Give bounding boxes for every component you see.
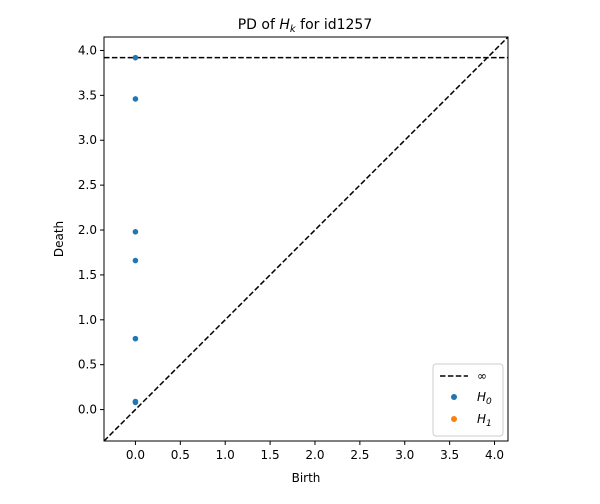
legend-infinity-label: ∞	[477, 369, 487, 383]
x-tick-label: 0.0	[126, 448, 145, 462]
x-tick-label: 2.5	[350, 448, 369, 462]
point-h0-3	[132, 257, 139, 264]
point-h0-5	[132, 96, 139, 102]
legend-h1-subscript: 1	[486, 419, 492, 429]
legend-h0-swatch	[451, 394, 457, 400]
y-tick-label: 1.5	[78, 268, 97, 282]
legend-h0-label: H0	[477, 390, 492, 407]
legend-h1-label: H1	[477, 412, 492, 429]
y-tick-label: 4.0	[78, 43, 97, 57]
x-tick-label: 1.5	[261, 448, 280, 462]
legend: ∞ H0 H1	[432, 363, 504, 437]
title-prefix: PD of	[238, 17, 280, 33]
y-axis-ticks: 0.0 0.5 1.0 1.5 2.0 2.5 3.0 3.5 4.0	[78, 43, 104, 417]
x-tick-label: 2.0	[305, 448, 324, 462]
x-tick-label: 4.0	[485, 448, 504, 462]
y-axis-label: Death	[52, 221, 66, 257]
point-h0-6	[132, 54, 139, 61]
chart-title: PD of Hk for id1257	[238, 17, 373, 35]
plot-area	[104, 37, 508, 441]
title-subscript: k	[290, 24, 297, 35]
point-h0-4	[132, 229, 139, 235]
x-axis-label: Birth	[292, 471, 321, 485]
y-tick-label: 3.5	[78, 88, 97, 102]
point-h0-2	[132, 335, 139, 342]
y-tick-label: 1.0	[78, 313, 97, 327]
y-tick-label: 2.0	[78, 223, 97, 237]
x-tick-label: 0.5	[171, 448, 190, 462]
title-symbol: H	[279, 17, 290, 33]
legend-h1-symbol: H	[477, 412, 486, 426]
diagonal-line	[104, 37, 508, 441]
legend-h0-symbol: H	[477, 390, 486, 404]
x-tick-label: 1.0	[216, 448, 235, 462]
legend-h0-subscript: 0	[486, 397, 492, 407]
point-h0-1	[132, 398, 139, 405]
x-axis-ticks: 0.0 0.5 1.0 1.5 2.0 2.5 3.0 3.5 4.0	[126, 441, 504, 462]
x-tick-label: 3.0	[395, 448, 414, 462]
y-tick-label: 3.0	[78, 133, 97, 147]
legend-h1-swatch	[451, 416, 457, 422]
y-tick-label: 0.5	[78, 358, 97, 372]
x-tick-label: 3.5	[440, 448, 459, 462]
y-tick-label: 2.5	[78, 178, 97, 192]
title-suffix: for id1257	[296, 17, 373, 33]
legend-box	[432, 363, 504, 437]
axes-frame	[103, 36, 509, 442]
y-tick-label: 0.0	[78, 403, 97, 417]
